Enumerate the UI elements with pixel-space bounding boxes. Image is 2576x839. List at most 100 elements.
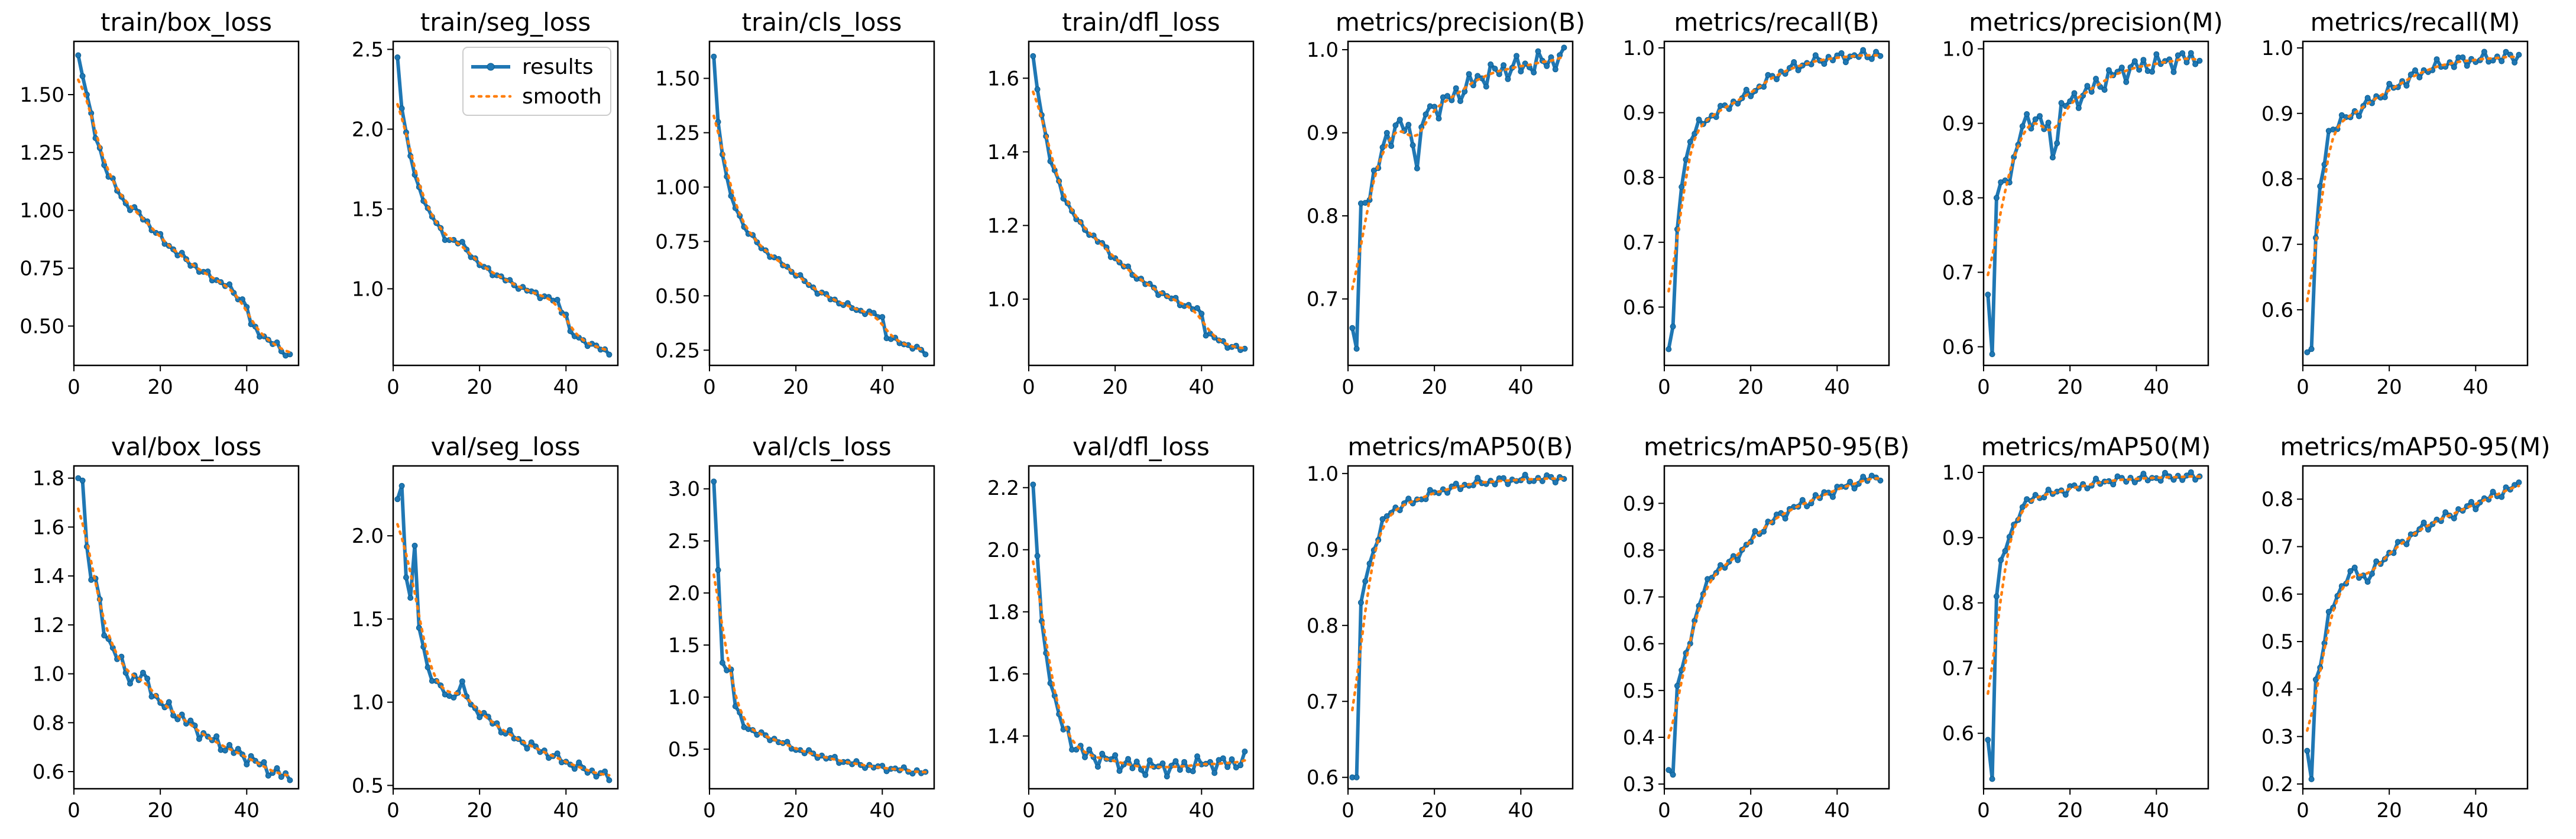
results-point bbox=[2183, 59, 2190, 66]
results-point bbox=[784, 738, 790, 745]
results-point bbox=[1522, 60, 1528, 67]
y-tick-label: 1.25 bbox=[655, 121, 700, 145]
results-point bbox=[1812, 492, 1819, 498]
y-tick-label: 0.8 bbox=[1623, 539, 1655, 562]
smooth-line bbox=[2306, 484, 2520, 732]
x-tick-label: 40 bbox=[870, 799, 895, 822]
results-point bbox=[2364, 95, 2371, 101]
y-tick-label: 1.0 bbox=[352, 691, 384, 715]
results-point bbox=[2368, 571, 2375, 577]
results-point bbox=[1552, 66, 1558, 73]
y-tick-label: 0.5 bbox=[668, 738, 700, 762]
chart-title: train/dfl_loss bbox=[1062, 8, 1220, 37]
results-point bbox=[2037, 113, 2043, 119]
x-tick-label: 0 bbox=[1977, 375, 1990, 399]
results-point bbox=[394, 54, 401, 60]
results-point bbox=[2351, 564, 2358, 571]
results-point bbox=[2075, 105, 2082, 111]
y-tick-label: 0.7 bbox=[1623, 231, 1655, 255]
axes-frame bbox=[392, 465, 619, 790]
results-point bbox=[2062, 491, 2069, 498]
results-point bbox=[1405, 495, 1412, 502]
results-point bbox=[1370, 167, 1377, 174]
subplot-metrics-map50-95-b: 0 20 40 0.3 0.4 0.5 0.6 0.7 0.8 0.9 metrics/mAP50-… bbox=[1623, 432, 1910, 822]
x-tick-label: 0 bbox=[67, 375, 80, 399]
results-point bbox=[2188, 50, 2194, 56]
y-tick-label: 0.8 bbox=[1307, 205, 1339, 228]
results-point bbox=[1125, 756, 1132, 762]
results-point bbox=[2140, 57, 2147, 63]
axes-frame bbox=[1982, 40, 2209, 367]
results-point bbox=[1453, 481, 1459, 487]
x-tick-label: 0 bbox=[387, 799, 400, 822]
results-point bbox=[1099, 750, 1106, 757]
results-point bbox=[2356, 113, 2362, 119]
y-tick-label: 0.50 bbox=[20, 315, 64, 338]
results-point bbox=[567, 328, 573, 335]
results-point bbox=[1392, 122, 1399, 128]
y-tick-label: 0.9 bbox=[1942, 526, 1974, 550]
results-point bbox=[244, 761, 250, 767]
results-point bbox=[1082, 754, 1088, 760]
results-point bbox=[1735, 557, 1741, 563]
results-point bbox=[2019, 123, 2026, 129]
results-point bbox=[2425, 526, 2431, 533]
results-point bbox=[2516, 51, 2522, 58]
results-point bbox=[398, 482, 405, 489]
x-tick-label: 0 bbox=[1342, 375, 1355, 399]
x-tick-label: 40 bbox=[1825, 375, 1850, 399]
results-point bbox=[2054, 140, 2060, 147]
results-point bbox=[1535, 48, 1541, 54]
results-point bbox=[2412, 67, 2418, 73]
results-point bbox=[2503, 48, 2509, 55]
results-point bbox=[1873, 48, 1880, 55]
results-line bbox=[712, 56, 927, 356]
y-tick-label: 1.0 bbox=[668, 686, 700, 710]
results-point bbox=[2032, 116, 2039, 122]
legend-results-marker bbox=[487, 63, 495, 71]
results-point bbox=[1362, 578, 1369, 585]
results-point bbox=[554, 297, 560, 303]
y-tick-label: 1.2 bbox=[33, 614, 64, 637]
results-point bbox=[274, 765, 280, 772]
x-tick-label: 0 bbox=[1658, 375, 1671, 399]
results-point bbox=[2105, 67, 2112, 73]
x-tick-label: 20 bbox=[1422, 375, 1447, 399]
x-tick-label: 40 bbox=[553, 375, 579, 399]
results-point bbox=[1989, 351, 1995, 358]
x-tick-label: 40 bbox=[1189, 799, 1214, 822]
axes-frame bbox=[1347, 465, 1574, 790]
results-point bbox=[1830, 494, 1836, 500]
results-point bbox=[1539, 478, 1545, 484]
x-tick-label: 40 bbox=[2144, 375, 2169, 399]
results-point bbox=[2118, 64, 2125, 71]
results-point bbox=[1505, 481, 1511, 487]
results-point bbox=[1423, 111, 1429, 118]
x-tick-label: 40 bbox=[2144, 799, 2169, 822]
chart-title: metrics/mAP50-95(B) bbox=[1644, 432, 1910, 461]
x-tick-label: 40 bbox=[1189, 375, 1214, 399]
y-tick-label: 1.0 bbox=[33, 663, 64, 686]
results-point bbox=[1877, 53, 1884, 59]
results-point bbox=[2373, 558, 2380, 565]
results-point bbox=[459, 678, 465, 685]
results-point bbox=[1514, 53, 1519, 59]
results-line bbox=[1986, 51, 2201, 357]
x-tick-label: 20 bbox=[2377, 375, 2402, 399]
x-tick-label: 0 bbox=[2296, 799, 2309, 822]
results-point bbox=[1804, 503, 1810, 510]
x-tick-label: 0 bbox=[1977, 799, 1990, 822]
y-tick-label: 1.4 bbox=[33, 565, 64, 588]
results-point bbox=[2084, 485, 2091, 492]
results-point bbox=[2024, 111, 2030, 117]
axes-frame bbox=[1663, 465, 1890, 790]
results-point bbox=[2131, 58, 2138, 64]
results-point bbox=[2308, 346, 2315, 352]
y-tick-label: 1.8 bbox=[33, 467, 64, 491]
y-tick-label: 0.7 bbox=[1307, 690, 1339, 714]
results-point bbox=[1552, 480, 1558, 485]
results-point bbox=[1795, 67, 1801, 73]
results-line bbox=[1031, 484, 1247, 779]
results-point bbox=[2149, 69, 2155, 75]
